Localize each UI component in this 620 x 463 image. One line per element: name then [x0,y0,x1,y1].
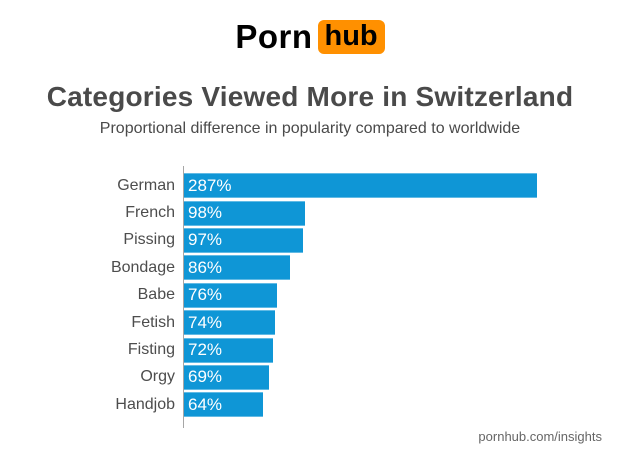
bar-value-label: 76% [188,285,223,305]
chart-row: Handjob 64% [0,391,620,418]
category-label: Bondage [110,258,175,276]
bar-value-label: 287% [188,175,232,195]
bar-track: 287% [184,173,620,199]
bar-track: 98% [184,200,620,226]
category-label: Fisting [127,341,175,359]
chart-row: Fisting 72% [0,336,620,363]
bar-value-label: 72% [188,340,223,360]
logo-text-porn: Porn [235,18,313,55]
category-label: Orgy [140,368,175,386]
chart-row: German 287% [0,172,620,199]
pornhub-logo: Porn hub [0,19,620,55]
bar-track: 74% [184,310,620,336]
bar: 86% [184,255,290,281]
bar: 74% [184,310,275,336]
bar-track: 97% [184,227,620,253]
bar: 69% [184,364,269,390]
chart-row: Pissing 97% [0,227,620,254]
bar-track: 86% [184,255,620,281]
chart-row: Babe 76% [0,282,620,309]
chart-row: Orgy 69% [0,364,620,391]
bar-value-label: 98% [188,203,223,223]
bar: 76% [184,282,277,308]
bar-track: 69% [184,364,620,390]
chart-row: French 98% [0,199,620,226]
bar-value-label: 64% [188,394,223,414]
bar-track: 64% [184,392,620,418]
chart-rows: German 287% French 98% Pissing 97% Bondage 86% B… [0,172,620,419]
bar-track: 72% [184,337,620,363]
chart-row: Bondage 86% [0,254,620,281]
category-label: Handjob [115,395,175,413]
footer-url: pornhub.com/insights [478,429,602,444]
bar: 64% [184,392,263,418]
bar-value-label: 97% [188,230,223,250]
chart-title: Categories Viewed More in Switzerland [46,81,574,112]
category-label: French [125,204,175,222]
category-label: German [117,176,175,194]
chart-row: Fetish 74% [0,309,620,336]
logo-hub-badge: hub [317,20,385,54]
bar-value-label: 86% [188,257,223,277]
bar: 97% [184,227,303,253]
y-axis-line [183,166,184,428]
bar-track: 76% [184,282,620,308]
bar-chart: German 287% French 98% Pissing 97% Bondage 86% B… [0,166,620,428]
bar: 98% [184,200,305,226]
bar: 72% [184,337,273,363]
category-label: Pissing [123,231,175,249]
bar: 287% [184,173,537,199]
bar-value-label: 74% [188,312,223,332]
chart-subtitle: Proportional difference in popularity co… [99,120,521,137]
category-label: Babe [137,286,175,304]
category-label: Fetish [131,313,175,331]
bar-value-label: 69% [188,367,223,387]
